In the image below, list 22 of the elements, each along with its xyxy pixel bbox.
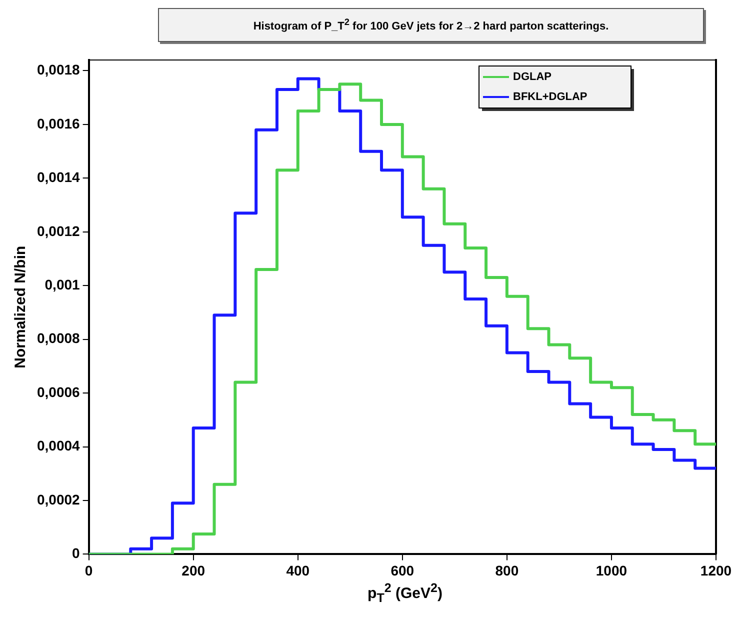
y-axis-title: Normalized N/bin xyxy=(12,246,30,368)
chart-title: Histogram of P_T$^{2}$ for 100 GeV jets for 2→2 hard parton scatterings. xyxy=(158,8,704,42)
y-tick-label: 0 xyxy=(72,544,80,561)
x-tick-label: 200 xyxy=(182,562,206,578)
x-axis-title: p$_{T}$$^{2}$ (GeV$^{2}$) xyxy=(366,580,444,605)
x-tick-label: 400 xyxy=(286,562,310,578)
legend-label: DGLAP xyxy=(513,70,552,83)
x-tick-label: 1200 xyxy=(700,562,732,578)
x-tick-label: 1000 xyxy=(596,562,628,578)
y-tick-label: 0,001 xyxy=(44,276,80,292)
y-tick-label: 0,0018 xyxy=(36,61,80,78)
x-tick-label: 600 xyxy=(390,562,414,578)
x-tick-label: 800 xyxy=(495,562,519,578)
y-tick-label: 0,0006 xyxy=(36,384,80,400)
x-tick-label: 0 xyxy=(84,562,93,578)
y-tick-label: 0,0012 xyxy=(36,222,80,238)
y-tick-label: 0,0004 xyxy=(36,437,80,454)
y-tick-label: 0,0002 xyxy=(36,491,80,507)
y-tick-label: 0,0014 xyxy=(36,168,80,185)
y-tick-label: 0,0016 xyxy=(36,114,80,131)
y-tick-label: 0,0008 xyxy=(36,330,80,346)
legend-label: BFKL+DGLAP xyxy=(513,90,588,103)
